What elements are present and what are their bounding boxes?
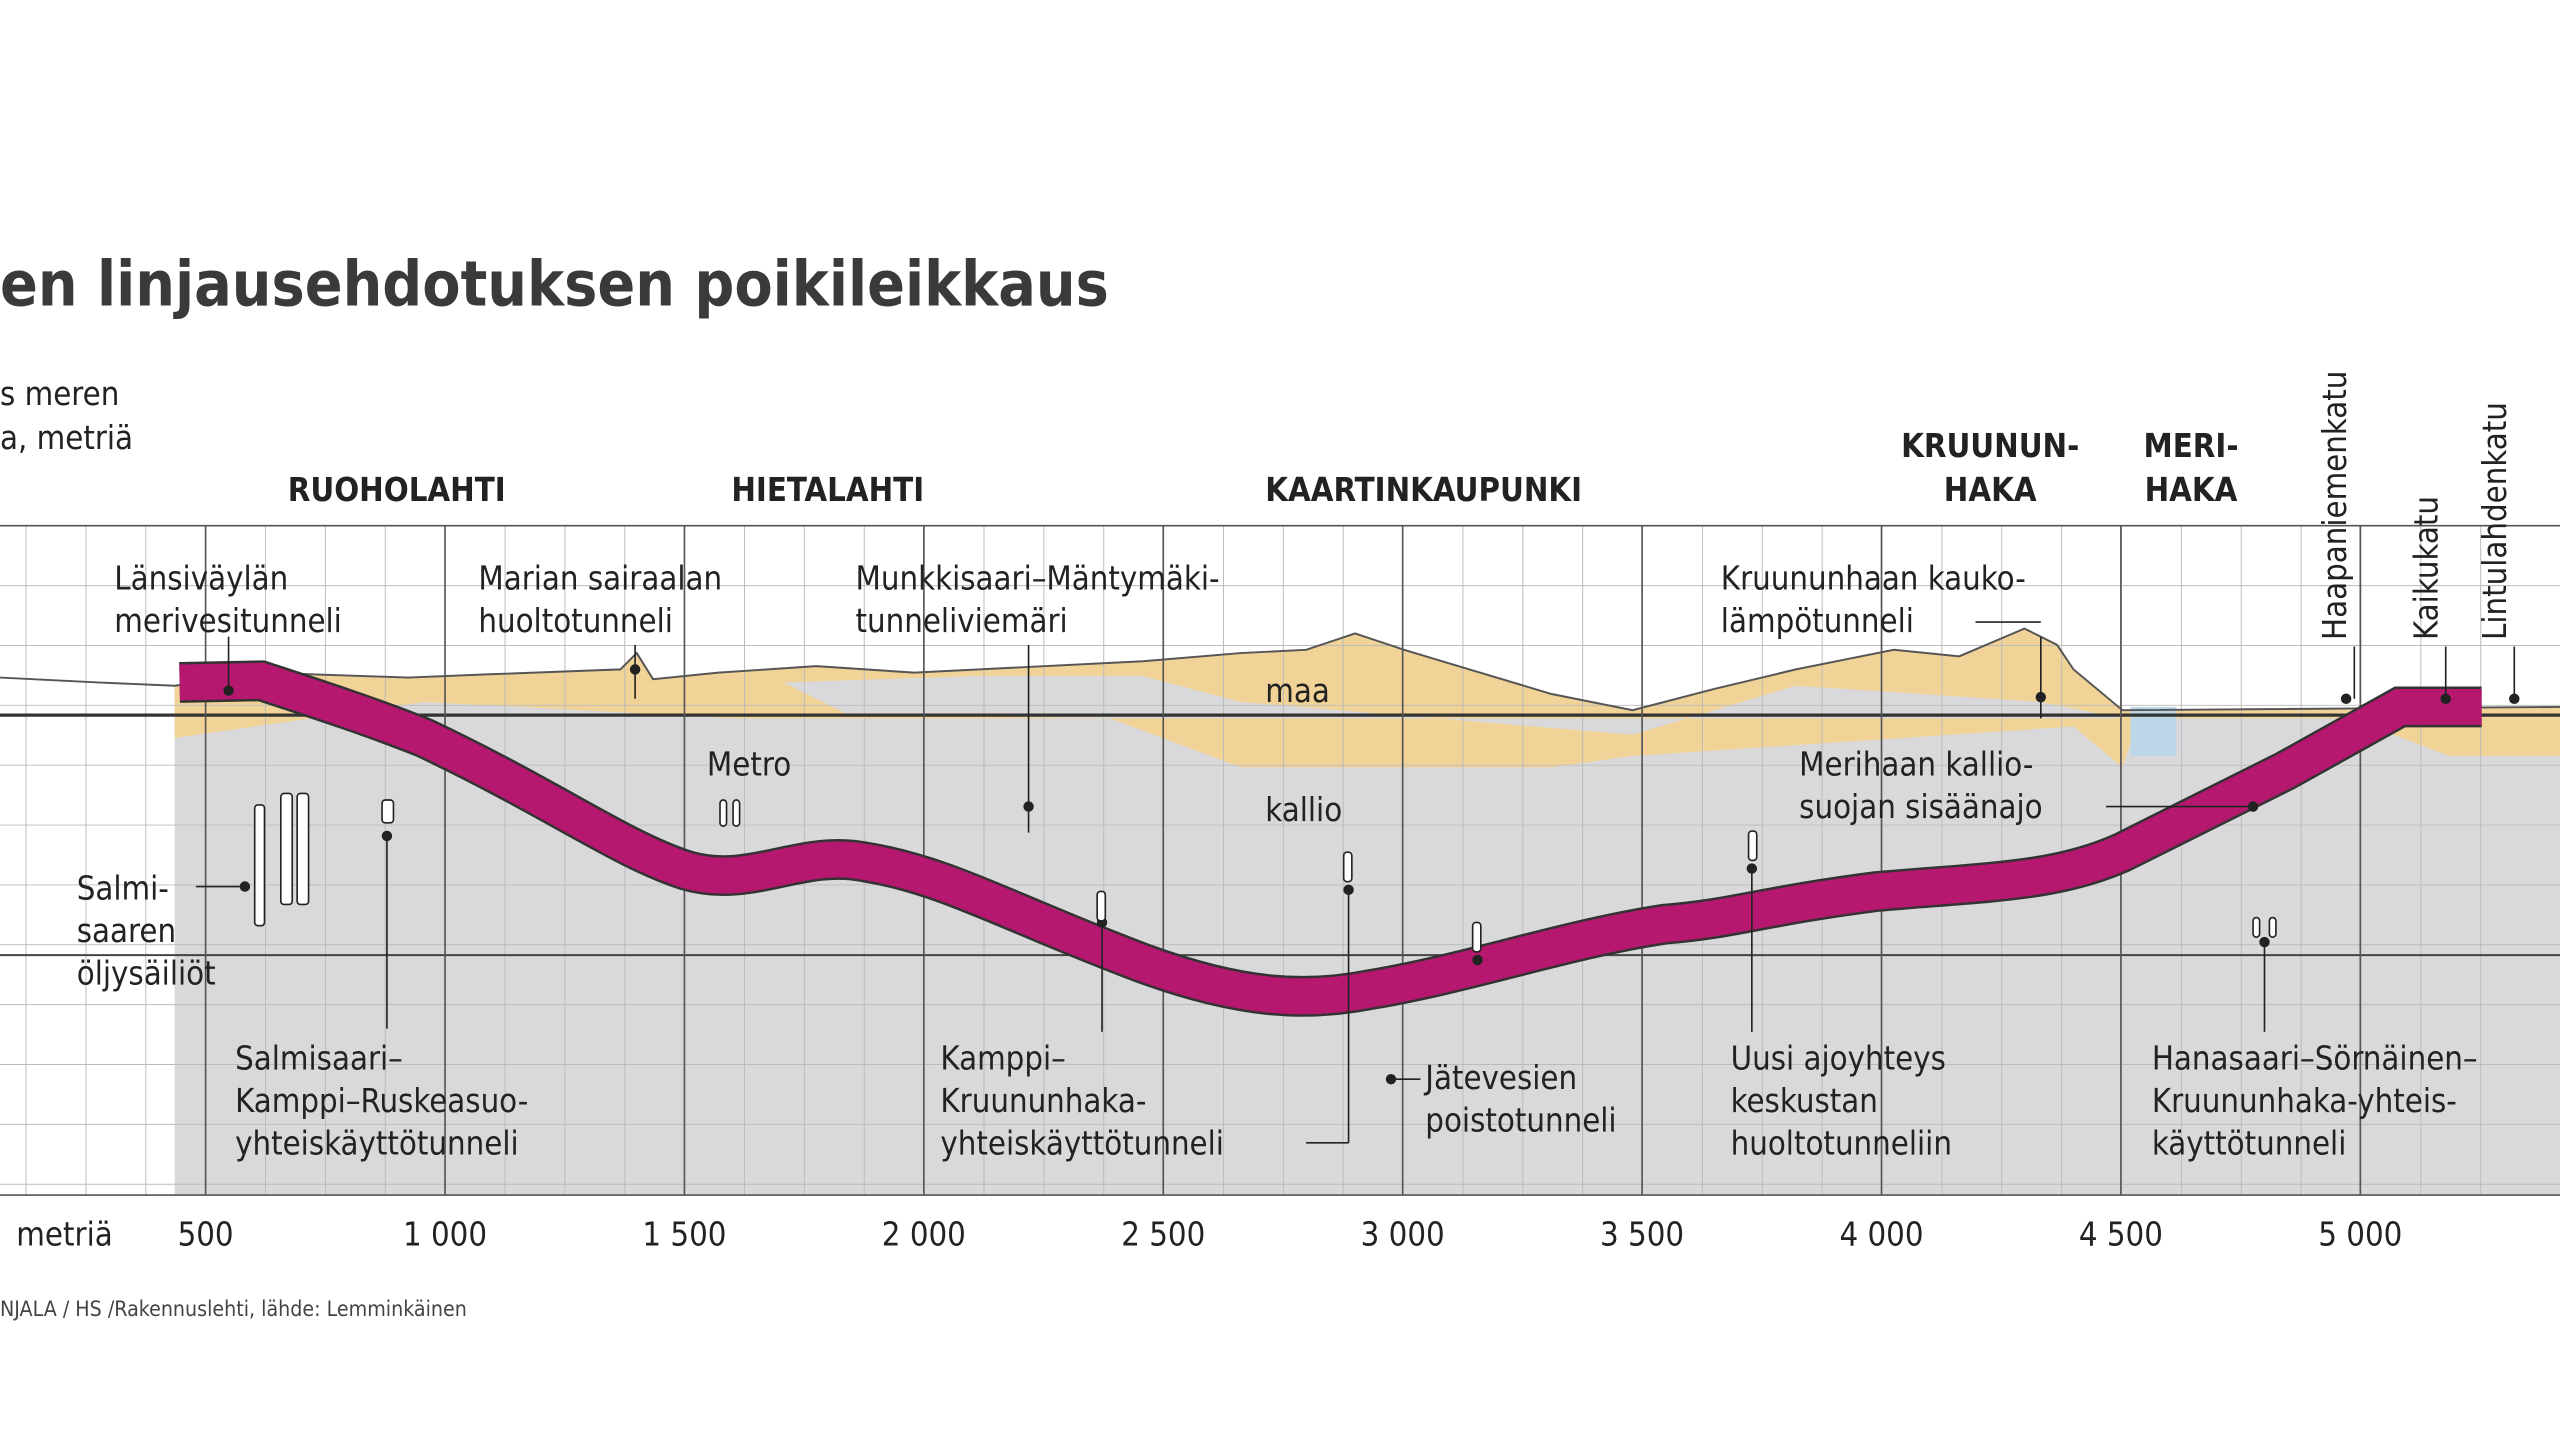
annotation: huoltotunneli — [478, 602, 673, 640]
marker — [2247, 801, 2259, 812]
structure — [732, 799, 741, 827]
annotation: Kruununhaka- — [940, 1082, 1146, 1120]
marker — [381, 830, 393, 842]
marker — [2035, 691, 2047, 703]
structure — [1342, 851, 1353, 883]
annotation: lämpötunneli — [1721, 602, 1914, 640]
street-label: Kaikukatu — [2408, 496, 2446, 640]
marker — [239, 881, 251, 892]
x-tick-label: 1 000 — [403, 1216, 487, 1254]
x-tick-label: 4 500 — [2079, 1216, 2163, 1254]
marker — [2509, 693, 2520, 704]
y-label: a, metriä — [0, 419, 133, 457]
street-label: Lintulahdenkatu — [2476, 402, 2514, 640]
annotation: öljysäiliöt — [77, 954, 216, 992]
district-label: MERI- — [2144, 427, 2239, 465]
annotation: yhteiskäyttötunneli — [235, 1124, 519, 1162]
structure — [2268, 916, 2277, 938]
structure — [253, 804, 266, 927]
x-tick-label: 4 000 — [1839, 1216, 1923, 1254]
soil-label: maa — [1265, 672, 1330, 710]
annotation: yhteiskäyttötunneli — [940, 1124, 1224, 1162]
district-label: HAKA — [1944, 471, 2037, 509]
annotation: Kamppi–Ruskeasuo- — [235, 1082, 528, 1120]
annotation: saaren — [77, 912, 176, 950]
soil — [174, 628, 2560, 768]
marker — [1023, 801, 1034, 812]
x-tick-label: 2 000 — [882, 1216, 966, 1254]
x-tick-label: 3 000 — [1361, 1216, 1445, 1254]
rock-label: kallio — [1265, 791, 1342, 829]
chart-title: en linjausehdotuksen poikileikkaus — [0, 247, 1109, 320]
structure — [296, 792, 310, 906]
marker — [223, 685, 234, 696]
district-label: KAARTINKAUPUNKI — [1265, 471, 1582, 509]
source: NJALA / HS /Rakennuslehti, lähde: Lemmin… — [0, 1297, 467, 1322]
annotation: Uusi ajoyhteys — [1731, 1039, 1946, 1077]
marker — [629, 664, 641, 675]
marker — [2259, 936, 2270, 948]
structure — [2252, 916, 2261, 938]
annotation: Merihaan kallio- — [1799, 746, 2033, 784]
annotation: poistotunneli — [1425, 1101, 1616, 1139]
structure — [1096, 890, 1107, 922]
structure — [381, 799, 395, 824]
metro-label: Metro — [707, 746, 791, 784]
marker — [2340, 693, 2352, 704]
annotation: Kruununhaka-yhteis- — [2152, 1082, 2457, 1120]
terrain-line — [0, 627, 2560, 712]
annotation: merivesitunneli — [114, 602, 342, 640]
district-label: KRUUNUN- — [1901, 427, 2079, 465]
annotation: Salmi- — [77, 870, 169, 908]
bedrock — [174, 628, 2560, 1196]
x-tick-label: 3 500 — [1600, 1216, 1684, 1254]
annotation: tunneliviemäri — [856, 602, 1068, 640]
annotation: huoltotunneliin — [1731, 1124, 1952, 1162]
district-label: HIETALAHTI — [731, 471, 924, 509]
marker — [1746, 863, 1758, 874]
x-tick-label: 1 500 — [642, 1216, 726, 1254]
x-tick-label: 5 000 — [2318, 1216, 2402, 1254]
y-label: s meren — [0, 375, 119, 413]
x-tick-label: 500 — [178, 1216, 234, 1254]
structure — [1747, 830, 1758, 862]
structure — [1471, 921, 1482, 953]
annotation: Marian sairaalan — [478, 559, 722, 597]
annotation: Kruununhaan kauko- — [1721, 559, 2026, 597]
district-label: RUOHOLAHTI — [288, 471, 506, 509]
tunnel — [179, 662, 2482, 1015]
annotation: suojan sisäänajo — [1799, 788, 2042, 826]
annotation: käyttötunneli — [2152, 1124, 2347, 1162]
district-label: HAKA — [2145, 471, 2238, 509]
annotation: Kamppi– — [940, 1039, 1065, 1077]
structure — [719, 799, 728, 827]
x-tick-label: 2 500 — [1121, 1216, 1205, 1254]
bedrock-top — [783, 675, 2123, 735]
x-label: metriä — [16, 1216, 112, 1254]
marker — [1385, 1073, 1397, 1085]
annotation: Jätevesien — [1423, 1059, 1577, 1097]
marker — [1343, 884, 1354, 896]
annotation: Salmisaari– — [235, 1039, 403, 1077]
annotation: Hanasaari–Sörnäinen– — [2152, 1039, 2478, 1077]
annotation: Länsiväylän — [114, 559, 288, 597]
annotation: Munkkisaari–Mäntymäki- — [856, 559, 1220, 597]
structure — [280, 792, 294, 906]
marker — [1472, 954, 1483, 966]
annotation: keskustan — [1731, 1082, 1878, 1120]
marker — [2440, 693, 2451, 704]
street-label: Haapaniemenkatu — [2316, 371, 2354, 640]
